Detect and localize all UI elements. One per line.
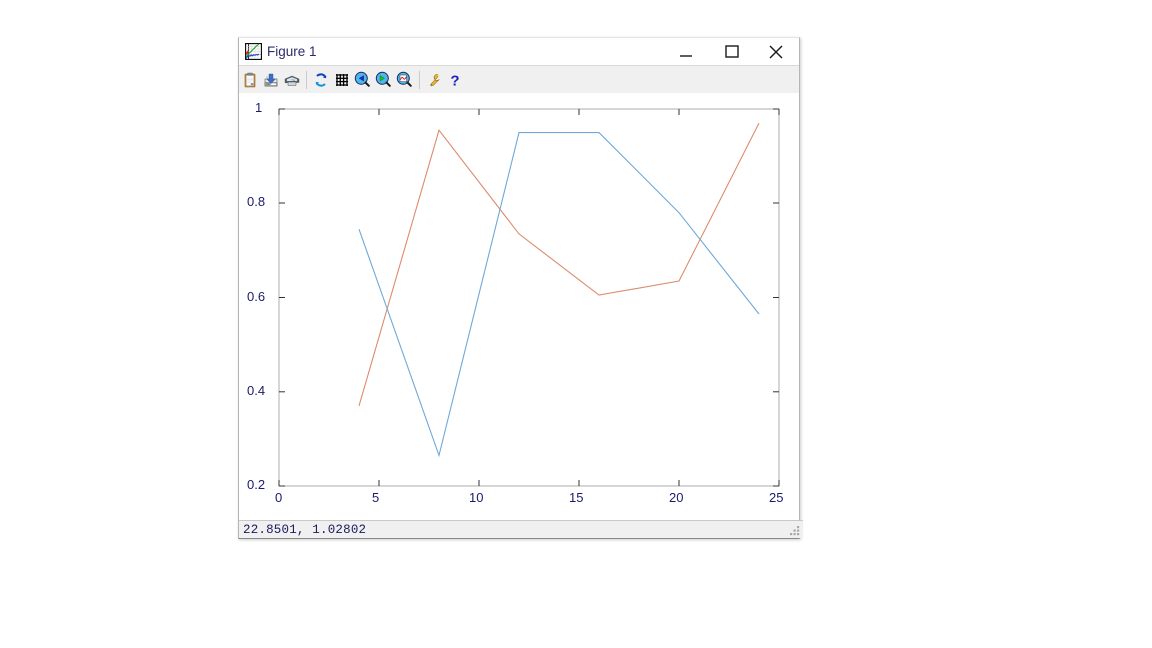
svg-text:?: ? [450, 72, 459, 89]
